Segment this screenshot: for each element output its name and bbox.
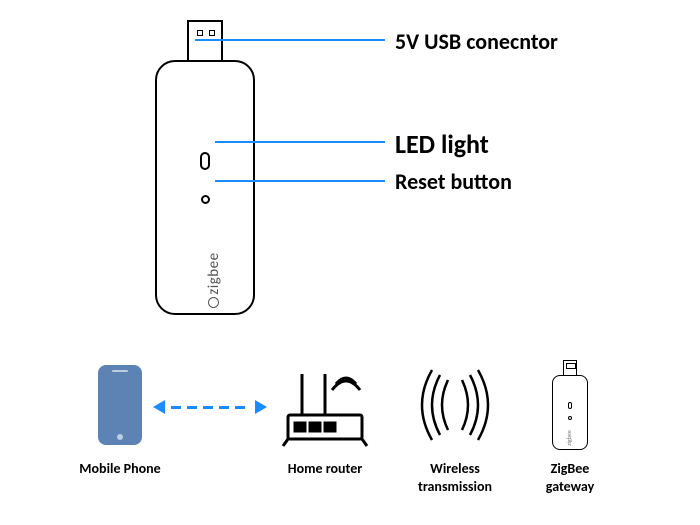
diagram-canvas: zigbee 5V USB conecntor LED light Reset … xyxy=(0,0,700,525)
usb-contact-hole xyxy=(197,30,203,36)
caption-wireless-1: Wireless xyxy=(430,460,480,477)
usb-dongle-small-icon: zigbee xyxy=(552,360,588,450)
topology-row: Mobile Phone xyxy=(0,360,700,520)
callout-usb: 5V USB conecntor xyxy=(395,28,558,55)
usb-dongle-large: zigbee xyxy=(155,20,255,315)
zigbee-logo-icon xyxy=(208,297,219,308)
phone-icon xyxy=(98,365,142,445)
callout-led: LED light xyxy=(395,128,489,160)
caption-wireless-2: transmission xyxy=(418,478,492,495)
leader-line-usb xyxy=(195,39,385,41)
item-router: Home router xyxy=(275,360,375,510)
led-indicator xyxy=(200,152,210,170)
usb-contact-hole xyxy=(209,30,215,36)
caption-gateway-1: ZigBee xyxy=(551,460,590,477)
item-phone: Mobile Phone xyxy=(90,360,150,510)
brand-text: zigbee xyxy=(205,230,223,330)
router-icon xyxy=(280,360,370,450)
item-gateway: zigbee ZigBee gateway xyxy=(535,360,605,510)
item-wireless: Wireless transmission xyxy=(410,360,500,510)
leader-line-reset xyxy=(215,180,385,182)
reset-button-hole xyxy=(201,195,210,204)
caption-router: Home router xyxy=(288,460,363,477)
double-arrow-icon xyxy=(155,402,265,412)
caption-phone: Mobile Phone xyxy=(79,460,160,477)
callout-reset: Reset button xyxy=(395,168,512,195)
leader-line-led xyxy=(215,141,385,143)
wireless-icon xyxy=(410,360,500,450)
brand-label: zigbee xyxy=(205,252,223,294)
caption-gateway-2: gateway xyxy=(546,478,594,495)
